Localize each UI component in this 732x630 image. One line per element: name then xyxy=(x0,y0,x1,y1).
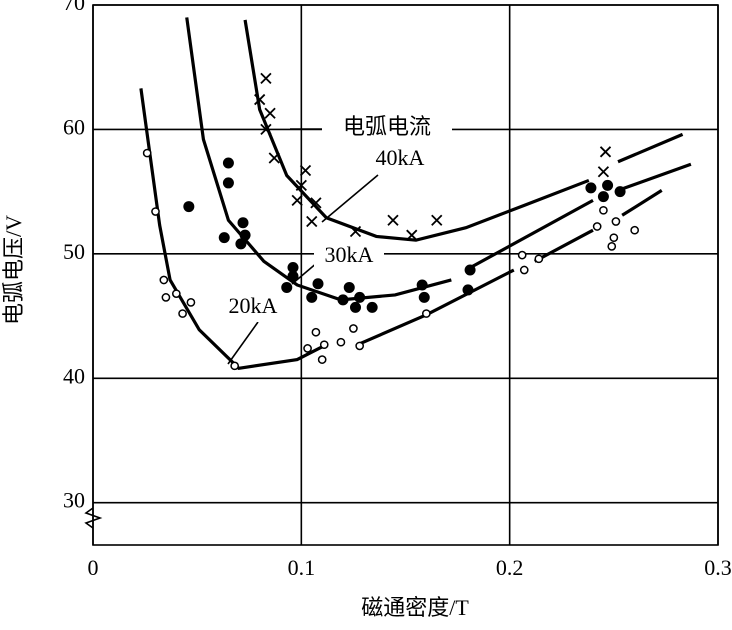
fit-curve xyxy=(617,132,684,164)
y-tick-label: 70 xyxy=(63,0,85,15)
point xyxy=(230,361,240,371)
y-tick-label: 30 xyxy=(63,488,85,513)
point xyxy=(306,291,318,303)
series-label: 30kA xyxy=(325,242,374,267)
y-axis-label: 电弧电压/V xyxy=(1,215,26,325)
x-axis-label: 磁通密度/T xyxy=(361,595,469,620)
point xyxy=(183,201,195,213)
y-tick-label: 50 xyxy=(63,239,85,264)
point xyxy=(349,225,362,238)
point xyxy=(599,146,612,158)
y-tick-label: 40 xyxy=(63,363,85,388)
point xyxy=(416,279,428,291)
point xyxy=(519,265,529,275)
x-tick-label: 0.1 xyxy=(288,555,316,580)
point xyxy=(260,72,272,85)
point xyxy=(142,148,152,158)
point xyxy=(337,294,349,306)
point xyxy=(218,232,230,244)
point xyxy=(264,107,276,119)
point xyxy=(406,229,418,241)
point xyxy=(178,309,187,318)
point xyxy=(355,341,365,351)
x-tick-label: 0 xyxy=(88,555,99,580)
point xyxy=(630,225,640,235)
y-tick-label: 60 xyxy=(63,114,85,139)
leader-line xyxy=(321,174,379,223)
label-bg xyxy=(217,294,289,322)
point xyxy=(312,278,324,290)
point xyxy=(268,152,280,164)
series-label: 20kA xyxy=(229,293,278,318)
point xyxy=(418,291,430,303)
point xyxy=(310,197,322,209)
fit-curve xyxy=(185,17,452,302)
point xyxy=(239,229,251,241)
axis-break xyxy=(84,507,103,529)
point xyxy=(366,301,378,313)
fit-curve xyxy=(356,268,515,347)
point xyxy=(597,191,609,203)
point xyxy=(464,264,476,276)
point xyxy=(354,291,366,303)
plot: 30 40 50 60 70 0 0.1 0.2 0.3 xyxy=(63,0,732,580)
point xyxy=(336,337,346,347)
point xyxy=(614,186,626,198)
point xyxy=(317,355,327,364)
point xyxy=(254,93,266,106)
point xyxy=(421,309,431,318)
point xyxy=(597,166,610,178)
point xyxy=(311,327,321,337)
point xyxy=(235,238,247,250)
label-bg xyxy=(314,243,384,271)
point xyxy=(171,289,181,299)
fit-curve xyxy=(617,162,692,192)
point xyxy=(306,215,318,228)
point xyxy=(287,262,299,274)
point xyxy=(387,214,399,226)
point xyxy=(299,164,312,177)
point xyxy=(517,250,527,260)
point xyxy=(303,344,312,353)
point xyxy=(222,177,234,189)
point xyxy=(599,205,608,215)
point xyxy=(592,222,602,231)
x-tick-label: 0.2 xyxy=(496,555,524,580)
point xyxy=(186,298,196,307)
point xyxy=(349,324,358,333)
plot-frame xyxy=(92,4,719,546)
point xyxy=(295,179,307,192)
point xyxy=(151,207,160,216)
point xyxy=(607,242,617,251)
leader-line xyxy=(227,321,259,365)
fit-curve xyxy=(533,228,594,263)
point xyxy=(431,214,443,226)
legend-title: 电弧电流 xyxy=(343,114,431,139)
point xyxy=(585,182,597,194)
point xyxy=(291,194,303,206)
point xyxy=(343,281,355,293)
point xyxy=(281,281,293,293)
label-bg xyxy=(322,114,452,144)
point xyxy=(260,123,272,136)
point xyxy=(237,217,249,229)
fit-curve xyxy=(621,189,663,217)
point xyxy=(350,301,361,313)
leader-line xyxy=(291,261,319,285)
point xyxy=(611,217,621,226)
series-label: 40kA xyxy=(376,145,425,170)
fit-curve xyxy=(139,88,328,371)
point xyxy=(534,254,544,264)
point xyxy=(222,157,234,169)
point xyxy=(287,270,299,282)
point xyxy=(602,179,614,191)
fit-curve xyxy=(465,198,594,272)
point xyxy=(159,275,169,285)
point xyxy=(609,233,619,243)
point xyxy=(319,340,329,350)
x-tick-label: 0.3 xyxy=(704,555,732,580)
point xyxy=(161,293,171,302)
